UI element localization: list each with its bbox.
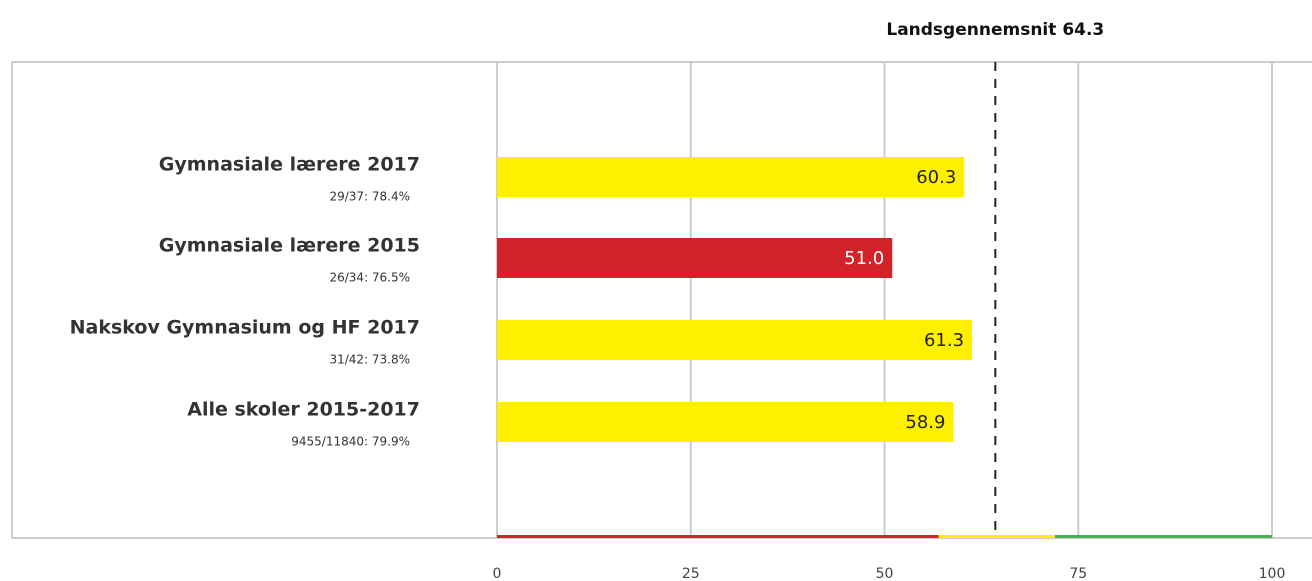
value-label: 60.3 — [916, 167, 956, 188]
bar — [497, 320, 973, 360]
sub-label: 26/34: 76.5% — [329, 271, 410, 285]
reference-label: Landsgennemsnit 64.3 — [886, 20, 1104, 40]
x-tick-label: 25 — [682, 566, 700, 581]
sub-label: 29/37: 78.4% — [329, 190, 410, 204]
x-tick-label: 0 — [493, 566, 502, 581]
threshold-band — [938, 535, 1055, 538]
sub-label: 9455/11840: 79.9% — [291, 435, 410, 449]
bar — [497, 238, 893, 278]
category-label: Gymnasiale lærere 2017 — [159, 154, 420, 176]
threshold-band — [1055, 535, 1272, 538]
sub-label: 31/42: 73.8% — [329, 353, 410, 367]
bar — [497, 402, 954, 442]
reference-value: 64.3 — [1062, 20, 1104, 40]
x-tick-label: 100 — [1259, 566, 1286, 581]
category-label: Alle skoler 2015-2017 — [187, 399, 420, 421]
reference-name: Landsgennemsnit — [886, 20, 1056, 40]
x-tick-label: 75 — [1069, 566, 1087, 581]
category-label: Gymnasiale lærere 2015 — [159, 235, 420, 257]
value-label: 58.9 — [905, 412, 945, 433]
x-tick-label: 50 — [876, 566, 894, 581]
value-label: 61.3 — [924, 330, 964, 351]
threshold-band — [497, 535, 939, 538]
value-label: 51.0 — [844, 248, 884, 269]
bar — [497, 157, 965, 197]
category-label: Nakskov Gymnasium og HF 2017 — [70, 317, 420, 339]
